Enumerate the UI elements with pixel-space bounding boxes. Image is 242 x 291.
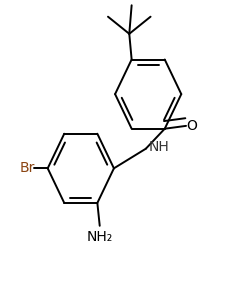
- Text: NH₂: NH₂: [87, 230, 113, 244]
- Text: Br: Br: [20, 161, 35, 175]
- Text: NH: NH: [148, 140, 169, 154]
- Text: O: O: [187, 119, 197, 133]
